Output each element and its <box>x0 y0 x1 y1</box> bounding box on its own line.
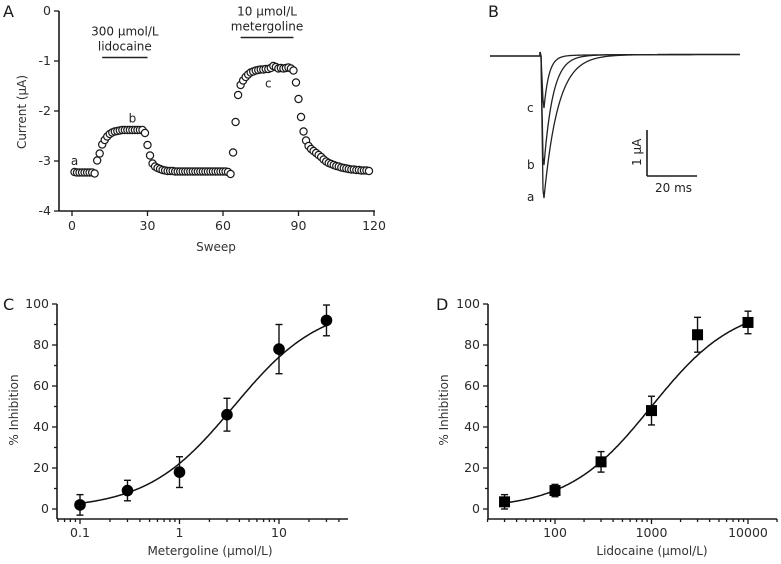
panel-c-x-tick-label: 1 <box>176 525 184 540</box>
current-trace-c <box>490 51 741 109</box>
panel-c-y-tick-label: 100 <box>25 296 49 311</box>
panel-c-data-point <box>121 484 134 497</box>
panel-c-x-tick-label: 0.1 <box>70 525 90 540</box>
drug-label-concentration: 10 μmol/L <box>237 5 297 19</box>
data-point <box>145 151 155 160</box>
panel-d-y-tick-label: 100 <box>456 296 480 311</box>
current-trace-a <box>490 51 741 199</box>
panel-c-y-tick-label: 80 <box>33 337 49 352</box>
data-point <box>226 169 235 179</box>
scale-bar-vertical-label: 1 μA <box>630 138 644 166</box>
point-annotation-c: c <box>265 77 272 91</box>
panel-d-chart: 0 20 40 60 80 100 100 1000 10000 Lidocaine (μmol… <box>437 296 778 558</box>
panel-c-data-point <box>221 408 233 421</box>
drug-label-name: metergoline <box>231 20 304 34</box>
panel-c-y-label: % Inhibition <box>7 374 21 445</box>
panel-a-y-label: Current (μA) <box>15 75 29 149</box>
panel-label-c: C <box>3 295 14 314</box>
data-point <box>364 166 374 176</box>
data-point <box>90 169 99 178</box>
panel-a-x-tick-label: 30 <box>140 218 156 233</box>
panel-a-y-tick-label: 0 <box>43 3 51 18</box>
data-point <box>294 94 303 104</box>
panel-d-y-label: % Inhibition <box>437 374 451 445</box>
panel-a-x-label: Sweep <box>196 240 236 254</box>
trace-label-c: c <box>527 101 534 115</box>
data-point <box>228 148 238 157</box>
drug-label-name: lidocaine <box>98 40 152 54</box>
panel-a-x-tick-label: 90 <box>291 218 307 233</box>
panel-c-data-point <box>74 499 86 511</box>
panel-c-data-point <box>273 343 285 355</box>
data-point <box>296 112 306 122</box>
panel-a-x-tick-label: 60 <box>215 218 231 233</box>
panel-d-data-point <box>595 456 607 468</box>
data-point <box>143 140 152 150</box>
data-point <box>231 117 240 127</box>
panel-c-fit-curve <box>79 324 327 505</box>
data-point <box>291 78 301 87</box>
panel-d-data-point <box>742 316 754 328</box>
point-annotation-a: a <box>71 154 78 168</box>
trace-label-a: a <box>527 190 534 204</box>
data-point <box>95 149 104 158</box>
panel-a-y-tick-label: -2 <box>39 103 51 118</box>
panel-a-y-tick-label: -3 <box>39 153 51 168</box>
panel-b-traces: c b a 1 μA 20 ms <box>490 51 741 204</box>
panel-d-y-tick-label: 0 <box>472 501 480 516</box>
panel-label-b: B <box>488 2 499 21</box>
panel-a-x-tick-label: 0 <box>68 218 76 233</box>
panel-c-y-tick-label: 0 <box>41 501 49 516</box>
panel-d-data-point <box>692 329 704 341</box>
panel-d-data-point <box>549 485 561 497</box>
panel-c-x-label: Metergoline (μmol/L) <box>147 544 272 558</box>
panel-d-x-tick-label: 100 <box>543 525 567 540</box>
scale-bar-horizontal-label: 20 ms <box>655 181 692 195</box>
data-point <box>233 90 243 100</box>
panel-a-x-tick-label: 120 <box>362 218 386 233</box>
panel-label-d: D <box>436 295 448 314</box>
panel-d-x-label: Lidocaine (μmol/L) <box>596 544 707 558</box>
trace-label-b: b <box>527 158 535 172</box>
panel-c-x-tick-label: 10 <box>271 525 287 540</box>
data-point <box>299 127 308 136</box>
panel-d-x-tick-label: 1000 <box>636 525 668 540</box>
panel-d-x-tick-label: 10000 <box>728 525 768 540</box>
panel-d-data-point <box>499 496 511 508</box>
panel-c-y-tick-label: 20 <box>33 460 49 475</box>
panel-d-y-tick-label: 60 <box>464 378 480 393</box>
panel-c-y-tick-label: 60 <box>33 378 49 393</box>
panel-c-data-point <box>320 314 333 327</box>
panel-d-y-tick-label: 80 <box>464 337 480 352</box>
panel-c-y-tick-label: 40 <box>33 419 49 434</box>
data-point <box>92 156 102 165</box>
drug-label-concentration: 300 μmol/L <box>91 25 159 39</box>
panel-d-fit-curve <box>504 321 749 504</box>
panel-a-chart: 0 30 60 90 120 0 -1 -2 -3 -4 a b c 300 μmol/Llidocai… <box>15 3 386 254</box>
panel-label-a: A <box>3 2 14 21</box>
panel-a-y-tick-label: -1 <box>39 53 51 68</box>
panel-a-y-tick-label: -4 <box>39 203 52 218</box>
panel-c-data-point <box>173 466 186 478</box>
panel-d-y-tick-label: 20 <box>464 460 480 475</box>
data-point <box>140 128 150 138</box>
data-point <box>289 66 298 75</box>
panel-d-y-tick-label: 40 <box>464 419 480 434</box>
point-annotation-b: b <box>129 112 137 126</box>
panel-d-data-point <box>646 405 657 417</box>
